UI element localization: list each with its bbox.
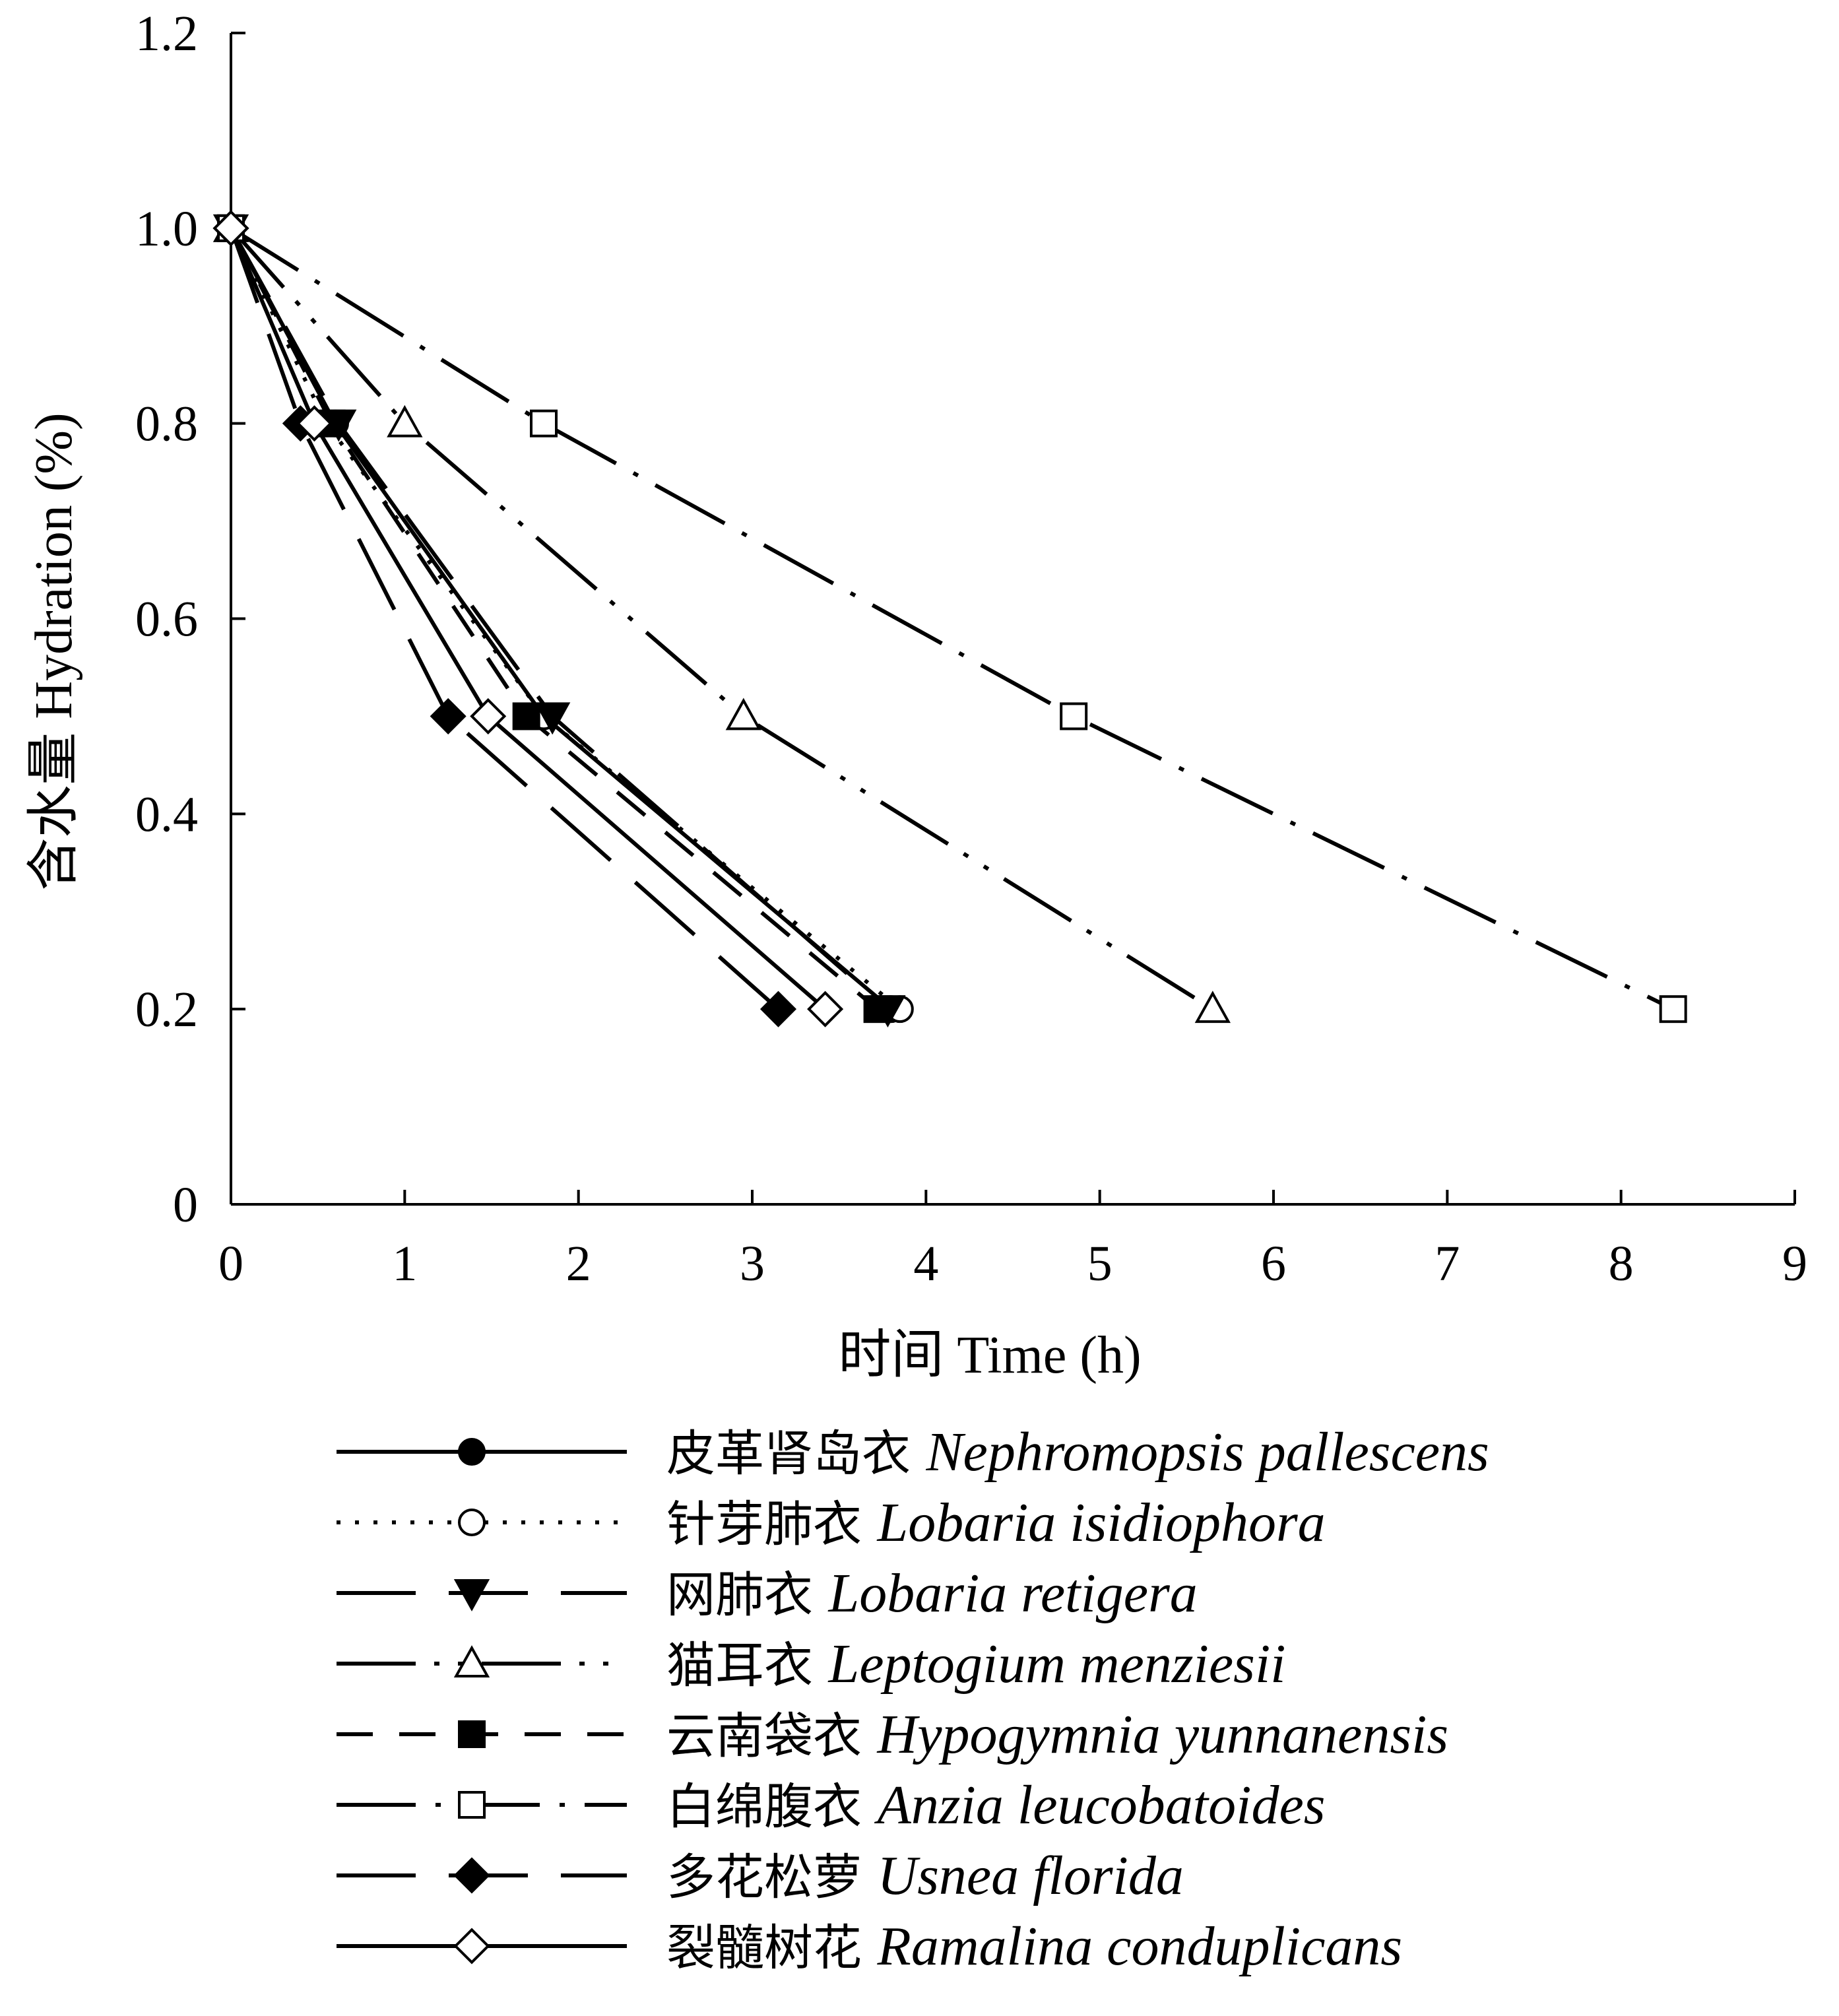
x-tick-label: 5	[1087, 1236, 1113, 1291]
series-line	[229, 227, 889, 1011]
series-line	[229, 227, 879, 1011]
data-point	[1060, 702, 1088, 731]
data-point	[725, 698, 761, 731]
legend-item: 网肺衣 Lobaria retigera	[337, 1563, 1198, 1624]
series-line	[229, 226, 1214, 1011]
data-point	[470, 698, 507, 734]
series-line	[229, 227, 827, 1011]
data-point	[530, 409, 558, 438]
legend-marker	[453, 1645, 490, 1677]
legend-name-zh: 猫耳衣	[666, 1637, 829, 1694]
data-point	[534, 702, 571, 735]
legend-item: 白绵腹衣 Anzia leucobatoides	[337, 1774, 1325, 1836]
legend-marker	[453, 1857, 490, 1894]
legend-marker	[453, 1579, 490, 1611]
legend-item: 猫耳衣 Leptogium menziesii	[337, 1633, 1286, 1695]
x-tick-label: 0	[218, 1236, 243, 1291]
legend-marker	[458, 1509, 486, 1536]
legend-name-latin: Lobaria isidiophora	[877, 1492, 1326, 1553]
series-line	[230, 226, 1674, 1011]
legend-name-zh: 针芽肺衣	[666, 1496, 878, 1553]
data-point	[1659, 995, 1687, 1024]
y-tick-label: 0	[173, 1177, 198, 1233]
legend-name-zh: 裂髓树花	[666, 1920, 878, 1976]
y-axis-title: 含水量 Hydration (%)	[25, 412, 83, 890]
y-tick-label: 0.2	[135, 982, 198, 1037]
legend: 皮革肾岛衣 Nephromopsis pallescens 针芽肺衣 Lobari…	[337, 1421, 1489, 1977]
data-point	[512, 702, 540, 731]
legend-label: 白绵腹衣 Anzia leucobatoides	[666, 1774, 1325, 1836]
x-axis-title: 时间 Time (h)	[838, 1326, 1141, 1384]
legend-name-latin: Leptogium menziesii	[828, 1633, 1286, 1695]
legend-item: 多花松萝 Usnea florida	[337, 1845, 1184, 1906]
legend-item: 裂髓树花 Ramalina conduplicans	[337, 1916, 1402, 1977]
y-tick-label: 0.4	[135, 787, 198, 842]
x-tick-label: 3	[740, 1236, 765, 1291]
data-point	[1194, 991, 1231, 1024]
data-point	[759, 991, 797, 1027]
legend-name-latin: Anzia leucobatoides	[874, 1774, 1326, 1836]
legend-marker	[458, 1720, 486, 1748]
legend-name-latin: Usnea florida	[878, 1845, 1184, 1906]
x-tick-label: 4	[913, 1236, 938, 1291]
legend-name-zh: 皮革肾岛衣	[666, 1425, 926, 1482]
legend-label: 网肺衣 Lobaria retigera	[666, 1563, 1198, 1624]
x-tick-label: 1	[392, 1236, 417, 1291]
legend-label: 多花松萝 Usnea florida	[666, 1845, 1184, 1906]
legend-name-latin: Lobaria retigera	[828, 1563, 1198, 1624]
legend-item: 云南袋衣 Hypogymnia yunnanensis	[337, 1704, 1448, 1765]
y-tick-label: 1.2	[135, 6, 198, 61]
legend-item: 针芽肺衣 Lobaria isidiophora	[337, 1492, 1326, 1553]
legend-marker	[453, 1928, 490, 1965]
legend-name-latin: Nephromopsis pallescens	[926, 1421, 1489, 1483]
legend-name-zh: 白绵腹衣	[666, 1778, 878, 1835]
y-tick-label: 0.8	[135, 397, 198, 452]
x-tick-label: 9	[1782, 1236, 1807, 1291]
series-line	[229, 227, 893, 1011]
legend-name-latin: Ramalina conduplicans	[877, 1916, 1403, 1977]
data-point	[296, 405, 333, 442]
legend-marker	[458, 1791, 486, 1819]
legend-name-zh: 多花松萝	[666, 1849, 878, 1906]
data-point	[863, 995, 891, 1024]
legend-label: 猫耳衣 Leptogium menziesii	[666, 1633, 1286, 1695]
x-tick-label: 7	[1435, 1236, 1460, 1291]
data-point	[430, 698, 467, 734]
axes: 0 1 2 3 4 5 6 7 8 9 0 0.2 0.4 0.6 0.8 1.0 1.2 时间 Time (h)…	[25, 6, 1807, 1384]
x-tick-label: 2	[566, 1236, 591, 1291]
series-line	[229, 227, 780, 1011]
x-tick-label: 8	[1609, 1236, 1634, 1291]
legend-name-zh: 云南袋衣	[666, 1708, 878, 1765]
legend-label: 云南袋衣 Hypogymnia yunnanensis	[666, 1704, 1448, 1765]
y-tick-label: 1.0	[135, 201, 198, 257]
legend-name-zh: 网肺衣	[666, 1567, 829, 1623]
y-tick-label: 0.6	[135, 592, 198, 647]
legend-label: 针芽肺衣 Lobaria isidiophora	[666, 1492, 1326, 1553]
legend-name-latin: Hypogymnia yunnanensis	[877, 1704, 1449, 1765]
data-point	[387, 405, 423, 438]
series-lines	[229, 226, 1674, 1011]
legend-marker	[458, 1438, 486, 1466]
data-point	[212, 210, 249, 247]
data-point	[807, 991, 844, 1027]
series-line	[229, 227, 901, 1011]
x-tick-label: 6	[1261, 1236, 1286, 1291]
series-markers	[212, 209, 1687, 1028]
legend-item: 皮革肾岛衣 Nephromopsis pallescens	[337, 1421, 1489, 1483]
legend-label: 裂髓树花 Ramalina conduplicans	[666, 1916, 1402, 1977]
legend-label: 皮革肾岛衣 Nephromopsis pallescens	[666, 1421, 1489, 1483]
